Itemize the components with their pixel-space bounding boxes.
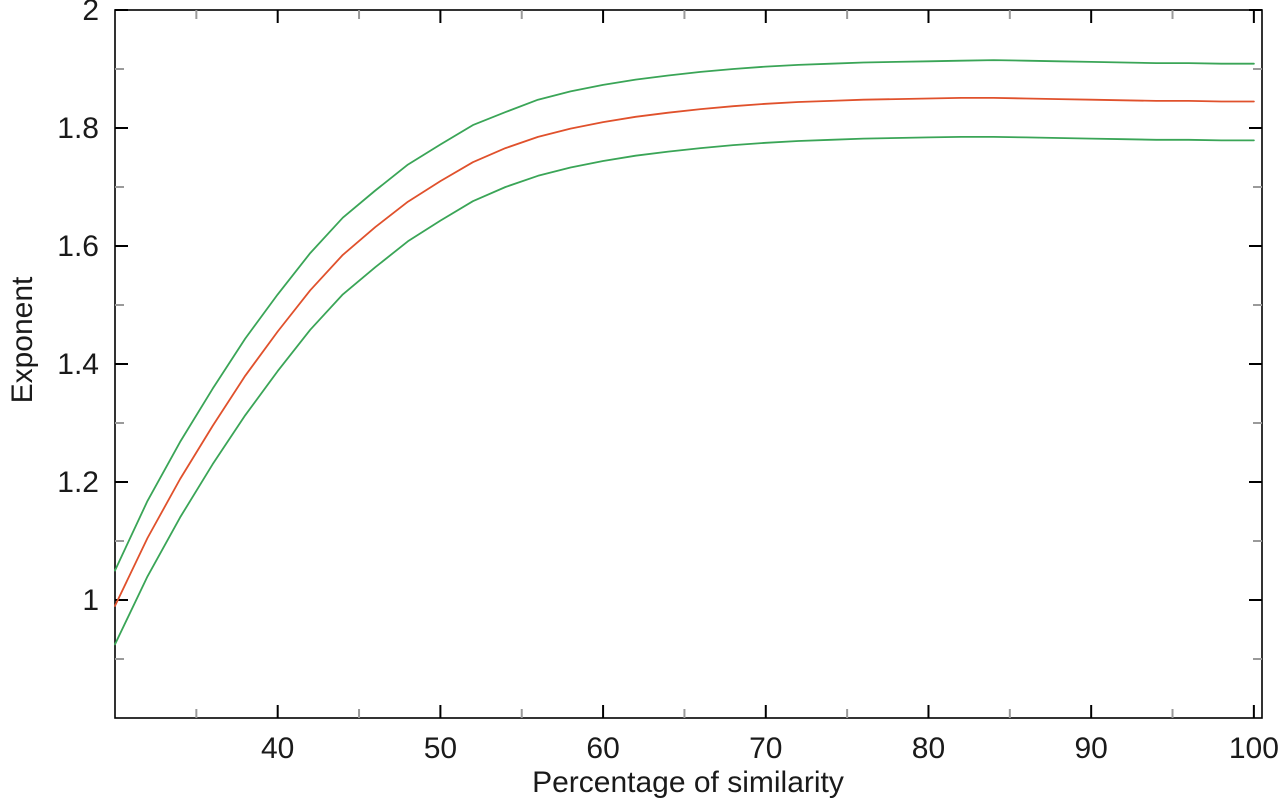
- y-tick-label: 1.2: [57, 466, 99, 499]
- plot-frame: [114, 9, 1263, 719]
- x-tick-label: 100: [1229, 732, 1279, 765]
- x-tick-label: 50: [424, 732, 457, 765]
- y-axis-title: Exponent: [6, 276, 39, 403]
- x-tick-label: 40: [261, 732, 294, 765]
- x-tick-label: 70: [749, 732, 782, 765]
- y-tick-label: 1.8: [57, 112, 99, 145]
- y-tick-label: 2: [82, 0, 99, 27]
- x-axis-title: Percentage of similarity: [532, 766, 844, 799]
- x-tick-label: 80: [912, 732, 945, 765]
- x-tick-label: 90: [1074, 732, 1107, 765]
- y-tick-label: 1.6: [57, 230, 99, 263]
- lower-confidence-line: [114, 135, 1255, 646]
- mean-exponent-line: [114, 97, 1255, 607]
- y-tick-label: 1: [82, 584, 99, 617]
- y-tick-label: 1.4: [57, 348, 99, 381]
- upper-confidence-line: [114, 59, 1255, 572]
- x-tick-label: 60: [586, 732, 619, 765]
